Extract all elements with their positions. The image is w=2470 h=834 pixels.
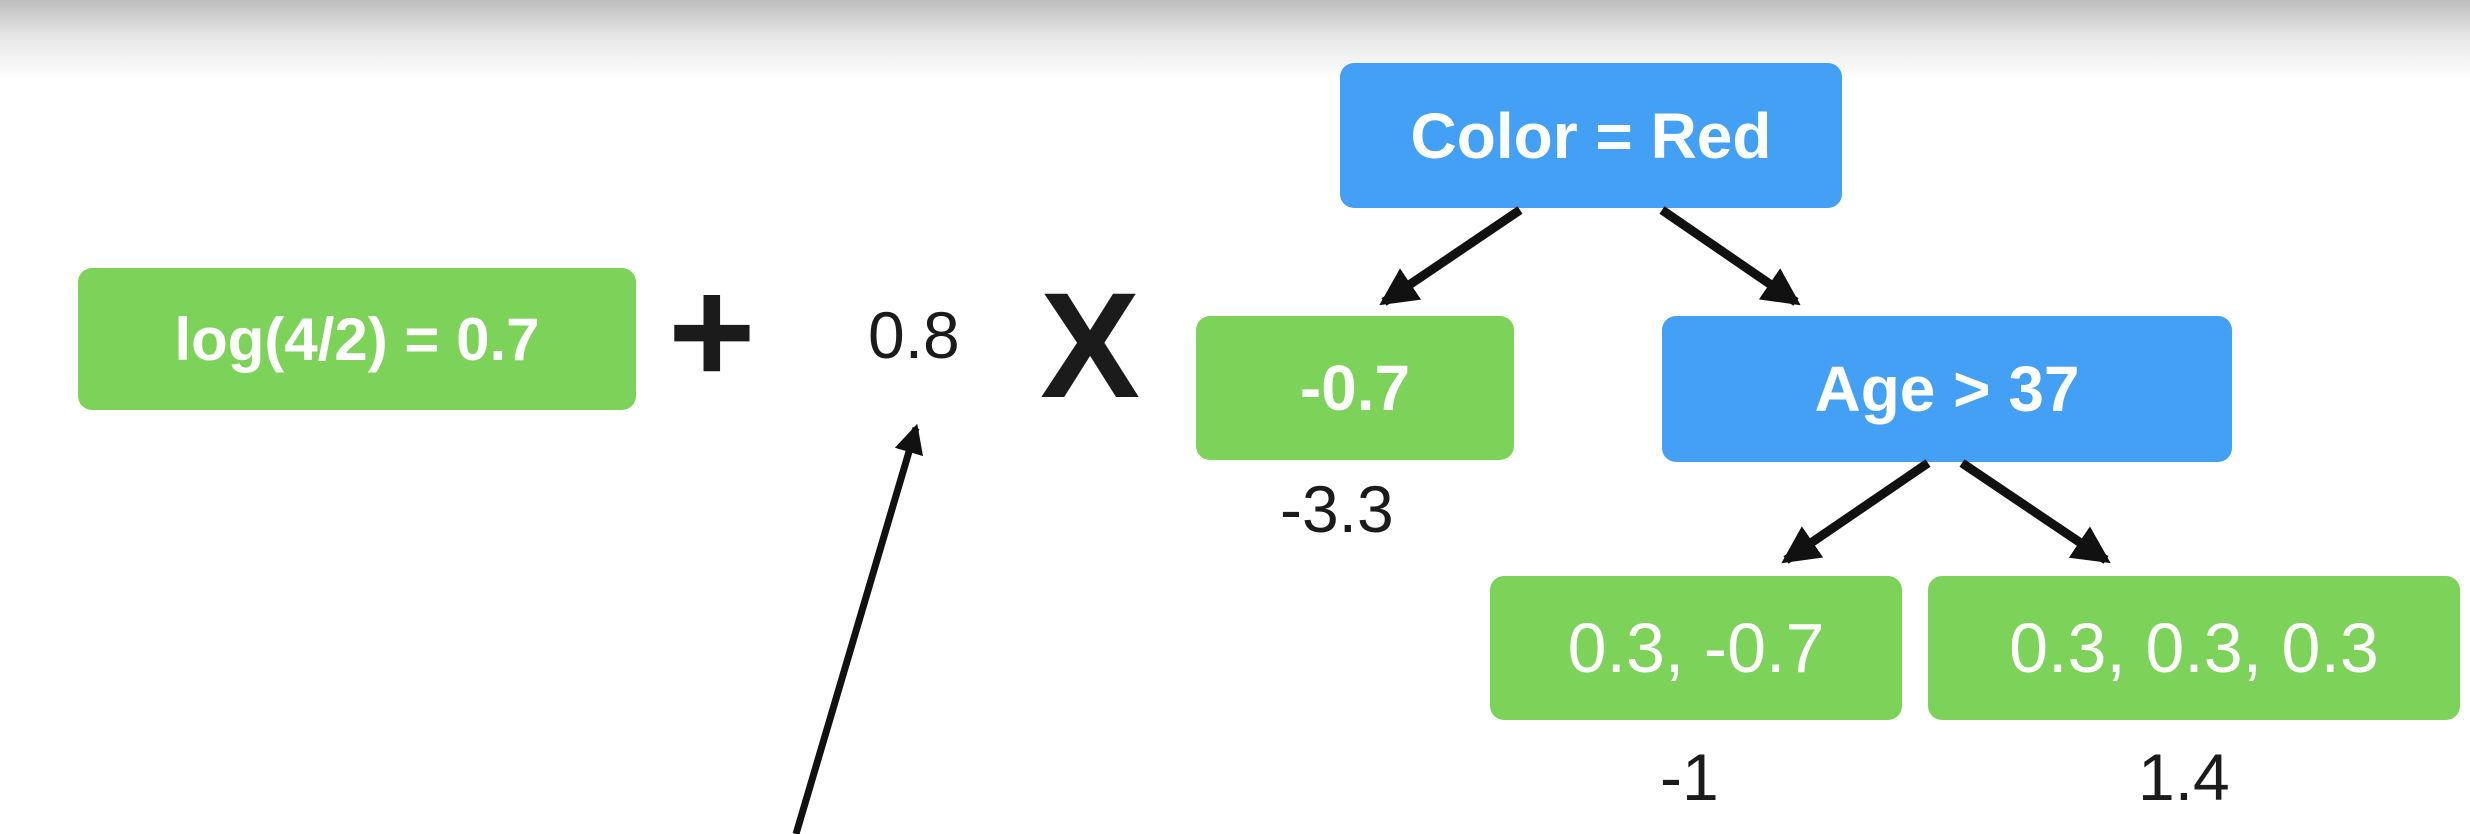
top-shadow	[0, 0, 2470, 80]
age-right-leaf-label: 0.3, 0.3, 0.3	[2009, 609, 2379, 687]
initial-prediction-label: log(4/2) = 0.7	[174, 305, 540, 373]
times-operator: X	[1040, 261, 1141, 429]
arrow-root-to-split	[1659, 206, 1801, 306]
age-left-leaf-label: 0.3, -0.7	[1567, 609, 1825, 687]
age-left-leaf-node: 0.3, -0.7	[1490, 576, 1902, 720]
arrow-split-to-right-leaf	[1959, 459, 2111, 564]
learning-rate-value: 0.8	[868, 298, 960, 372]
age-right-leaf-node: 0.3, 0.3, 0.3	[1928, 576, 2460, 720]
age-split-node: Age > 37	[1662, 316, 2232, 462]
age-left-leaf-output: -1	[1660, 740, 1719, 814]
arrow-root-to-left-leaf	[1379, 206, 1523, 306]
left-leaf-label: -0.7	[1299, 352, 1411, 424]
arrow-to-learning-rate	[792, 423, 924, 834]
arrow-split-to-left-leaf	[1781, 459, 1931, 564]
tree-root-label: Color = Red	[1410, 99, 1772, 172]
age-right-leaf-output: 1.4	[2138, 740, 2230, 814]
initial-prediction-box: log(4/2) = 0.7	[78, 268, 636, 410]
age-split-label: Age > 37	[1814, 353, 2080, 425]
left-leaf-output: -3.3	[1280, 472, 1394, 546]
left-leaf-node: -0.7	[1196, 316, 1514, 460]
tree-root-node: Color = Red	[1340, 63, 1842, 208]
plus-operator: +	[668, 247, 756, 415]
